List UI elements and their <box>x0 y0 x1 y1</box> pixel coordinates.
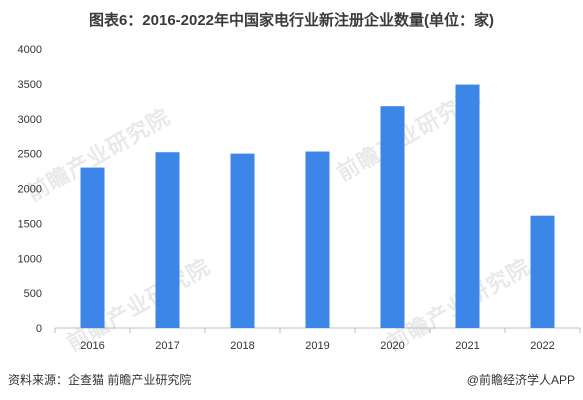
x-tick-label: 2016 <box>80 340 104 352</box>
bar-2022 <box>530 215 555 328</box>
x-tick-label: 2021 <box>455 340 479 352</box>
x-tick-label: 2019 <box>305 340 329 352</box>
y-tick-label: 2000 <box>18 184 42 196</box>
y-tick-label: 500 <box>24 288 42 300</box>
bar-2016 <box>80 167 105 328</box>
y-tick-label: 3500 <box>18 79 42 91</box>
bar-2020 <box>380 106 405 328</box>
source-note: 资料来源：企查猫 前瞻产业研究院 <box>8 373 192 387</box>
y-tick-label: 0 <box>36 323 42 335</box>
y-tick-label: 3000 <box>18 114 42 126</box>
bar-2017 <box>155 152 180 328</box>
x-tick-label: 2020 <box>380 340 404 352</box>
chart-title: 图表6：2016-2022年中国家电行业新注册企业数量(单位：家) <box>88 12 495 29</box>
y-tick-label: 1000 <box>18 253 42 265</box>
bar-2021 <box>455 84 480 328</box>
y-tick-label: 1500 <box>18 218 42 230</box>
bar-2018 <box>230 153 255 328</box>
credit-note: @前瞻经济学人APP <box>466 373 575 387</box>
x-tick-label: 2017 <box>155 340 179 352</box>
y-tick-label: 2500 <box>18 149 42 161</box>
y-tick-label: 4000 <box>18 44 42 56</box>
x-tick-label: 2018 <box>230 340 254 352</box>
x-tick-label: 2022 <box>530 340 554 352</box>
bar-2019 <box>305 151 330 328</box>
